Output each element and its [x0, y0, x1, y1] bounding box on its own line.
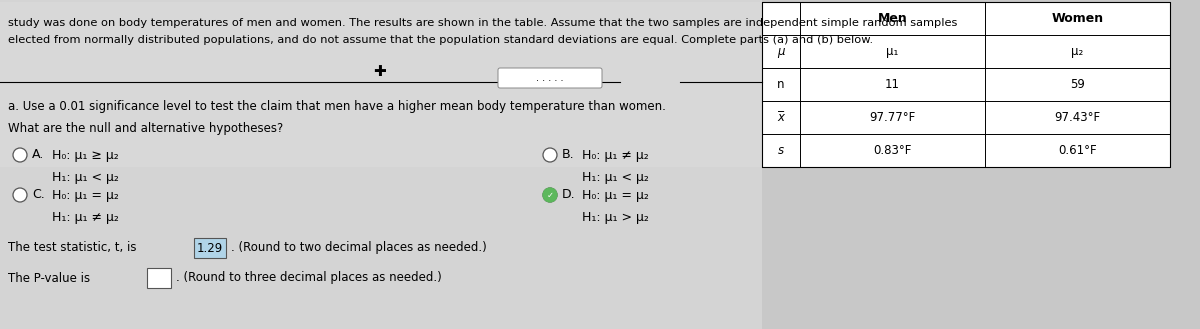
FancyBboxPatch shape [148, 268, 172, 288]
Text: . . . . .: . . . . . [536, 73, 564, 83]
Text: H₁: μ₁ > μ₂: H₁: μ₁ > μ₂ [582, 211, 649, 223]
FancyBboxPatch shape [498, 68, 602, 88]
Text: A.: A. [32, 148, 44, 162]
Text: a. Use a 0.01 significance level to test the claim that men have a higher mean b: a. Use a 0.01 significance level to test… [8, 100, 666, 113]
Text: The test statistic, t, is: The test statistic, t, is [8, 241, 137, 255]
Text: study was done on body temperatures of men and women. The results are shown in t: study was done on body temperatures of m… [8, 18, 958, 28]
Text: 1.29: 1.29 [197, 241, 223, 255]
Text: 97.77°F: 97.77°F [869, 111, 916, 124]
Text: B.: B. [562, 148, 575, 162]
Text: ✓: ✓ [546, 190, 553, 199]
Text: What are the null and alternative hypotheses?: What are the null and alternative hypoth… [8, 122, 283, 135]
Text: 0.61°F: 0.61°F [1058, 144, 1097, 157]
Text: n: n [778, 78, 785, 91]
Circle shape [542, 148, 557, 162]
Text: 97.43°F: 97.43°F [1055, 111, 1100, 124]
Bar [0, 2, 762, 167]
Circle shape [13, 148, 28, 162]
Text: C.: C. [32, 189, 44, 201]
Bar [0, 0, 762, 329]
Circle shape [542, 188, 557, 202]
Circle shape [13, 188, 28, 202]
Text: 59: 59 [1070, 78, 1085, 91]
Text: μ₂: μ₂ [1072, 45, 1084, 58]
Text: x̅: x̅ [778, 111, 785, 124]
Text: ✚: ✚ [373, 64, 386, 79]
Text: μ₁: μ₁ [887, 45, 899, 58]
Text: Men: Men [877, 12, 907, 25]
Text: H₁: μ₁ < μ₂: H₁: μ₁ < μ₂ [582, 170, 649, 184]
Text: H₀: μ₁ = μ₂: H₀: μ₁ = μ₂ [582, 189, 649, 201]
Text: H₀: μ₁ ≠ μ₂: H₀: μ₁ ≠ μ₂ [582, 148, 649, 162]
Text: 11: 11 [886, 78, 900, 91]
Text: D.: D. [562, 189, 576, 201]
Text: H₀: μ₁ = μ₂: H₀: μ₁ = μ₂ [52, 189, 119, 201]
Text: Women: Women [1051, 12, 1104, 25]
Text: . (Round to three decimal places as needed.): . (Round to three decimal places as need… [176, 271, 442, 285]
Text: . (Round to two decimal places as needed.): . (Round to two decimal places as needed… [230, 241, 487, 255]
Bar [762, 2, 1170, 167]
Text: H₁: μ₁ ≠ μ₂: H₁: μ₁ ≠ μ₂ [52, 211, 119, 223]
Circle shape [542, 188, 557, 202]
Text: s: s [778, 144, 784, 157]
Text: H₀: μ₁ ≥ μ₂: H₀: μ₁ ≥ μ₂ [52, 148, 119, 162]
Text: elected from normally distributed populations, and do not assume that the popula: elected from normally distributed popula… [8, 35, 874, 45]
FancyBboxPatch shape [194, 238, 226, 258]
Text: The P-value is: The P-value is [8, 271, 90, 285]
Text: H₁: μ₁ < μ₂: H₁: μ₁ < μ₂ [52, 170, 119, 184]
Text: 0.83°F: 0.83°F [874, 144, 912, 157]
Text: μ: μ [778, 45, 785, 58]
